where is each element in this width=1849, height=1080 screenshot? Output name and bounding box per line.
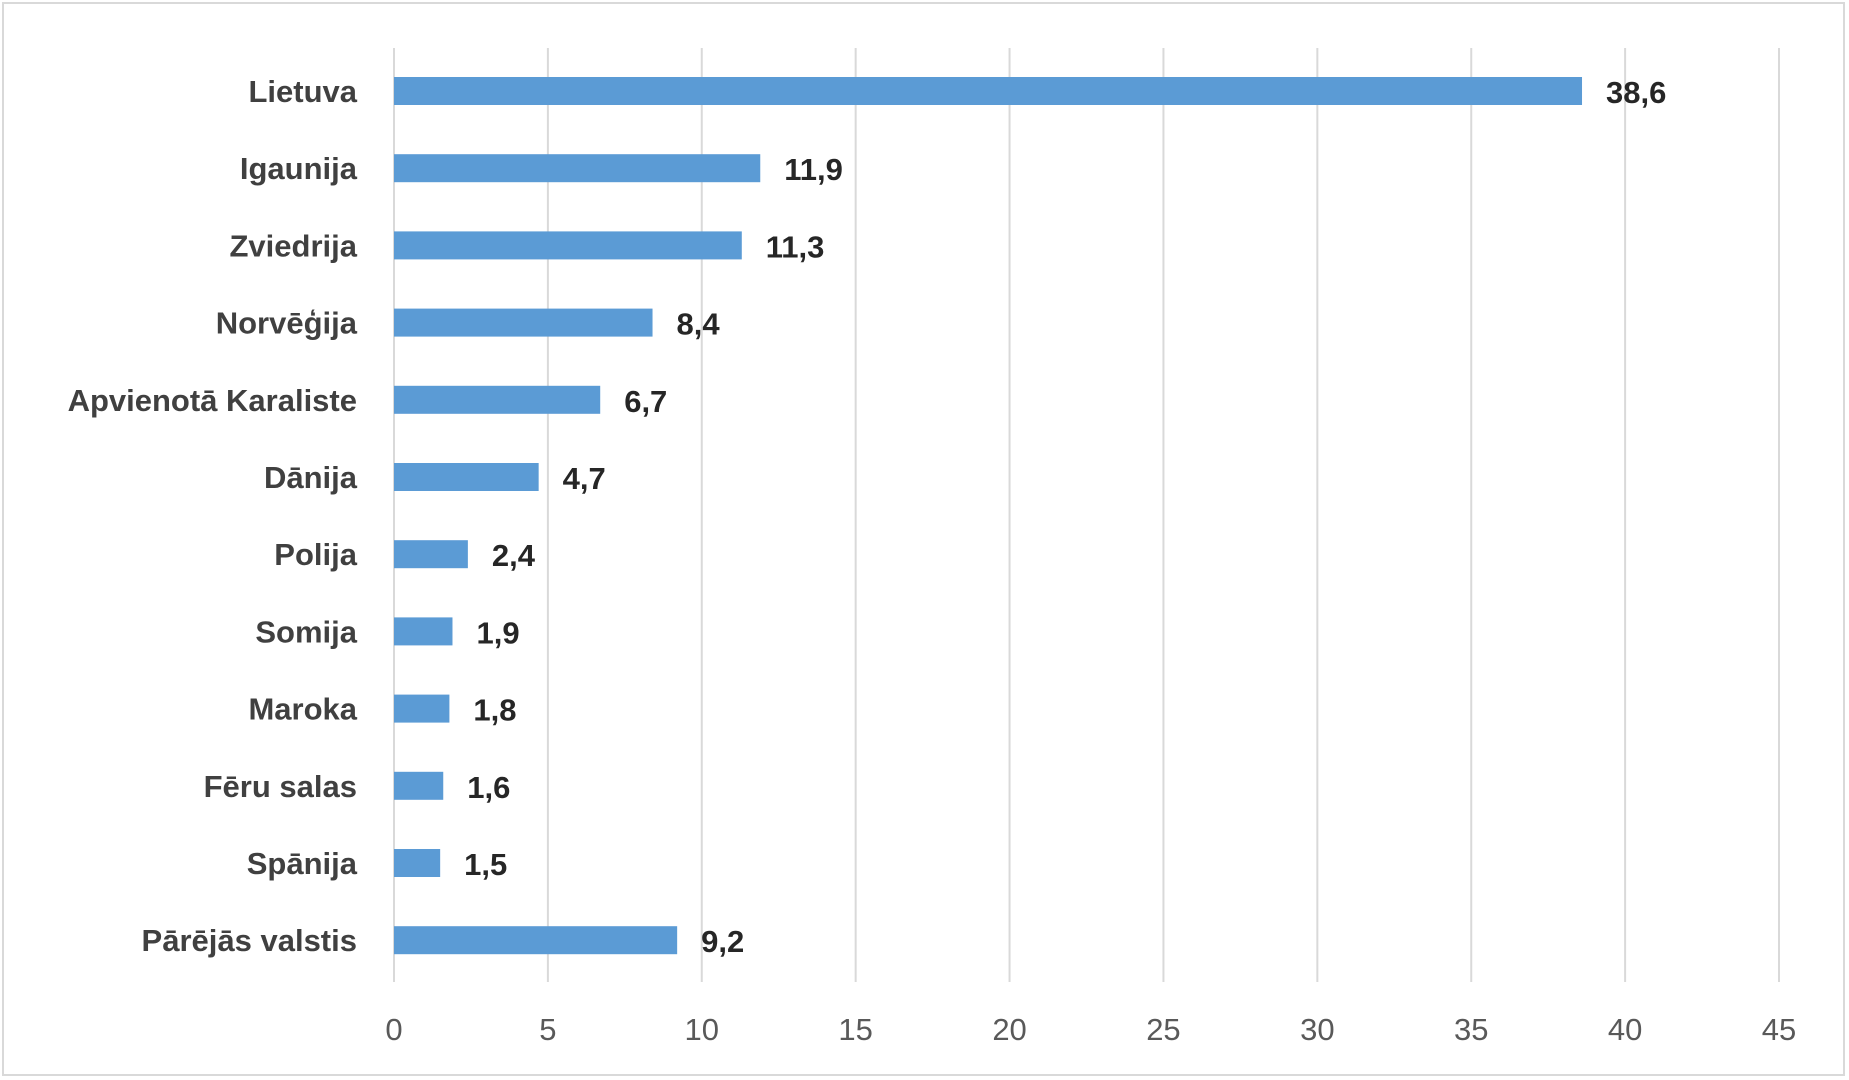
category-label: Fēru salas	[204, 769, 357, 804]
bars	[394, 77, 1583, 955]
bar	[394, 154, 761, 183]
x-tick-label: 15	[838, 1012, 872, 1047]
data-labels: 38,6 11,9 11,3 8,4 6,7 4,7 2,4 1,9 1,8 1,6 1,5 9,2	[464, 75, 1666, 959]
data-label: 38,6	[1606, 75, 1666, 110]
category-label: Dānija	[264, 460, 358, 495]
bar	[394, 694, 450, 723]
category-label: Spānija	[247, 846, 358, 881]
data-label: 11,3	[766, 229, 825, 264]
category-label: Pārējās valstis	[142, 923, 357, 958]
category-label: Igaunija	[240, 151, 358, 186]
bar	[394, 231, 742, 260]
category-label: Zviedrija	[230, 228, 358, 263]
data-label: 8,4	[677, 307, 721, 342]
x-tick-label: 40	[1608, 1012, 1642, 1047]
x-tick-label: 25	[1146, 1012, 1180, 1047]
x-tick-label: 35	[1454, 1012, 1488, 1047]
bar	[394, 385, 601, 414]
gridlines	[393, 48, 1780, 982]
bar	[394, 617, 453, 646]
x-tick-label: 0	[385, 1012, 402, 1047]
data-label: 4,7	[563, 461, 606, 496]
x-tick-label: 10	[685, 1012, 719, 1047]
bar	[394, 540, 468, 569]
data-label: 1,8	[473, 693, 516, 728]
x-tick-label: 20	[992, 1012, 1026, 1047]
x-tick-label: 30	[1300, 1012, 1334, 1047]
bar	[394, 849, 441, 877]
data-label: 1,9	[476, 615, 519, 650]
x-axis-tick-labels: 0 5 10 15 20 25 30 35 40 45	[385, 1012, 1796, 1047]
bar-chart: Lietuva Igaunija Zviedrija Norvēģija Apvieno…	[68, 48, 1796, 1047]
data-label: 2,4	[492, 538, 536, 573]
data-label: 9,2	[701, 924, 744, 959]
data-label: 1,6	[467, 770, 510, 805]
x-tick-label: 45	[1762, 1012, 1796, 1047]
x-tick-label: 5	[539, 1012, 556, 1047]
bar	[394, 771, 444, 800]
category-label: Maroka	[248, 692, 357, 727]
category-label: Polija	[274, 537, 357, 572]
category-label: Lietuva	[248, 74, 357, 109]
category-labels: Lietuva Igaunija Zviedrija Norvēģija Apvieno…	[68, 74, 358, 958]
bar	[394, 926, 678, 955]
data-label: 11,9	[784, 152, 843, 187]
bar	[394, 463, 539, 491]
category-label: Somija	[255, 614, 357, 649]
data-label: 6,7	[624, 384, 667, 419]
bar	[394, 77, 1583, 105]
category-label: Apvienotā Karaliste	[68, 383, 357, 418]
category-label: Norvēģija	[216, 306, 358, 341]
data-label: 1,5	[464, 847, 507, 882]
bar	[394, 308, 653, 337]
